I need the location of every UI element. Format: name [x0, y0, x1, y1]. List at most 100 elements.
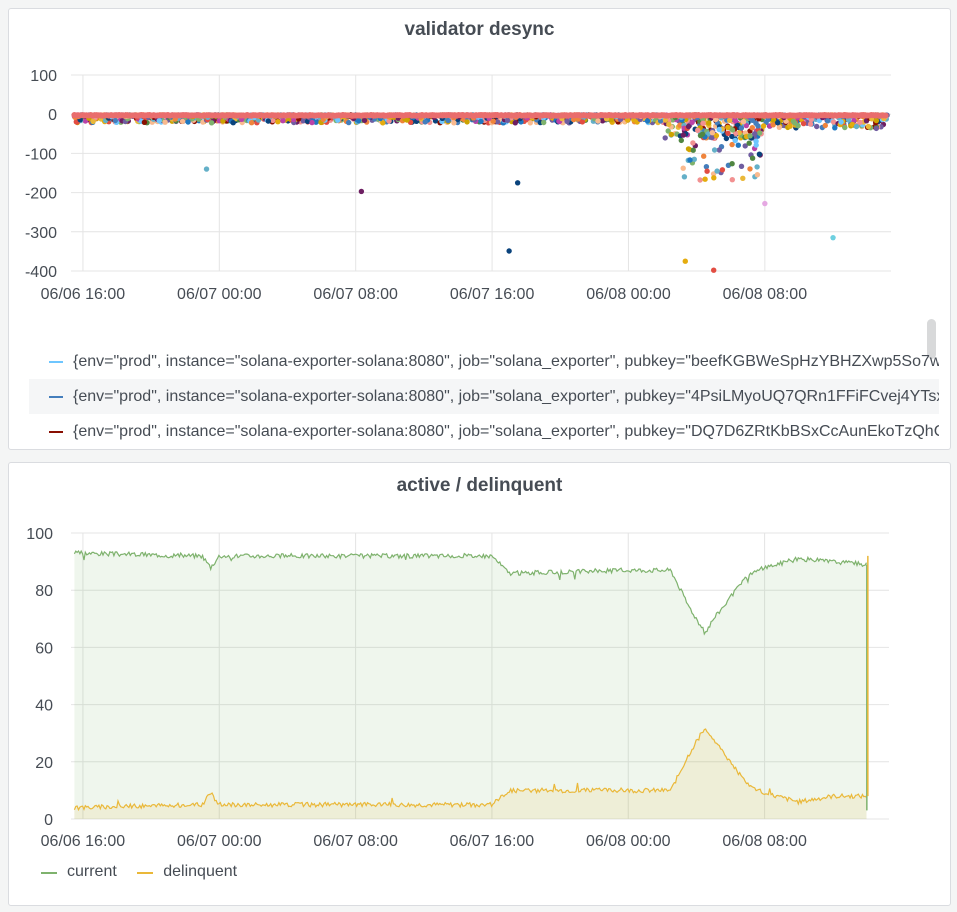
scatter-point	[709, 130, 716, 136]
scatter-point	[230, 120, 236, 126]
legend-scrollbar[interactable]	[927, 319, 936, 359]
scatter-point	[677, 122, 683, 128]
legend-item[interactable]: {env="prod", instance="solana-exporter-s…	[29, 414, 939, 444]
x-tick-label: 06/07 00:00	[177, 286, 262, 303]
y-tick-label: 0	[44, 812, 53, 829]
scatter-point	[490, 118, 496, 124]
scatter-point	[112, 117, 119, 124]
legend-item[interactable]: {env="prod", instance="solana-exporter-s…	[29, 344, 939, 379]
legend-item[interactable]: {env="prod", instance="solana-exporter-s…	[29, 379, 939, 414]
scatter-point	[697, 177, 703, 183]
scatter-point	[706, 120, 712, 126]
legend-swatch	[41, 872, 57, 874]
scatter-point	[313, 119, 319, 125]
legend-swatch	[49, 396, 63, 398]
legend-label: delinquent	[163, 863, 238, 880]
scatter-point	[746, 140, 752, 146]
panel-title[interactable]: active / delinquent	[396, 475, 563, 496]
legend-label: {env="prod", instance="solana-exporter-s…	[73, 423, 939, 440]
scatter-point	[716, 126, 722, 133]
scatter-point	[265, 118, 271, 124]
x-tick-label: 06/06 16:00	[41, 833, 126, 850]
y-tick-label: -100	[25, 146, 57, 163]
panel-title[interactable]: validator desync	[404, 19, 555, 40]
scatter-point	[719, 167, 726, 173]
scatter-point	[185, 119, 191, 125]
scatter-point	[685, 146, 692, 152]
scatter-point	[690, 140, 696, 146]
scatter-point	[723, 135, 730, 142]
outlier-point	[358, 188, 365, 195]
outlier-point	[506, 248, 512, 254]
scatter-point	[825, 118, 831, 124]
scatter-point	[760, 123, 767, 129]
scatter-point	[464, 119, 470, 125]
x-tick-label: 06/08 00:00	[586, 286, 671, 303]
scatter-point	[738, 125, 745, 131]
scatter-point	[770, 117, 777, 123]
legend-item-current[interactable]: current	[41, 863, 117, 881]
scatter-point	[753, 138, 759, 144]
scatter-point	[703, 164, 710, 170]
scatter-point	[709, 134, 715, 141]
scatter-point	[445, 117, 451, 124]
scatter-point	[873, 117, 880, 124]
scatter-point	[687, 157, 693, 163]
scatter-point	[713, 132, 720, 139]
scatter-point	[755, 123, 761, 129]
series-line-delinquent	[73, 728, 867, 812]
scatter-point	[681, 174, 688, 180]
scatter-point	[179, 118, 186, 125]
x-tick-label: 06/08 08:00	[722, 833, 807, 850]
scatter-point	[849, 121, 855, 128]
scatter-point	[625, 117, 631, 123]
scatter-point	[714, 168, 720, 174]
scatter-point	[814, 123, 820, 130]
scatter-point	[662, 117, 669, 123]
outlier-point	[203, 166, 210, 172]
scatter-point	[309, 119, 315, 126]
scatter-point	[792, 120, 798, 126]
scatter-point	[666, 121, 672, 128]
scatter-point	[753, 142, 759, 148]
scatter-point	[478, 118, 484, 125]
scatter-point	[711, 175, 717, 181]
scatter-point	[662, 135, 668, 141]
scatter-point	[657, 118, 664, 124]
scatter-point	[787, 123, 793, 129]
scatter-point	[270, 117, 276, 124]
active-delinquent-chart: 100 80 60 40 20 0 06/06 16:00 06/07 00:00 06/07 …	[26, 526, 889, 850]
scatter-point	[729, 141, 735, 148]
legend-item-delinquent[interactable]: delinquent	[137, 863, 237, 881]
y-tick-label: 100	[26, 526, 53, 543]
scatter-point	[665, 128, 671, 134]
scatter-point	[380, 120, 386, 126]
scatter-point	[853, 123, 860, 130]
scatter-point	[699, 131, 706, 137]
active-delinquent-panel: active / delinquent 100 80 60 40 20 0 06/06 16…	[8, 462, 951, 906]
scatter-point	[873, 125, 879, 132]
legend-swatch	[137, 872, 154, 874]
scatter-point	[361, 117, 368, 124]
scatter-point	[579, 119, 586, 125]
scatter-point	[355, 117, 362, 124]
legend-swatch	[49, 431, 63, 433]
scatter-point	[807, 121, 814, 127]
scatter-point	[695, 127, 701, 133]
y-tick-label: -400	[25, 264, 57, 281]
scatter-point	[842, 124, 848, 131]
y-tick-label: 40	[35, 698, 53, 715]
series-line-current	[73, 549, 868, 636]
scatter-point	[832, 125, 838, 131]
scatter-point	[738, 163, 745, 169]
scatter-point	[727, 117, 733, 124]
scatter-point	[729, 127, 736, 133]
x-tick-label: 06/07 08:00	[313, 833, 398, 850]
series-area-delinquent	[74, 729, 867, 819]
scatter-point	[275, 119, 281, 125]
scatter-point	[838, 119, 844, 125]
y-tick-label: -300	[25, 225, 57, 242]
x-tick-label: 06/07 16:00	[450, 286, 535, 303]
scatter-point	[644, 118, 651, 124]
x-tick-label: 06/07 16:00	[450, 833, 535, 850]
